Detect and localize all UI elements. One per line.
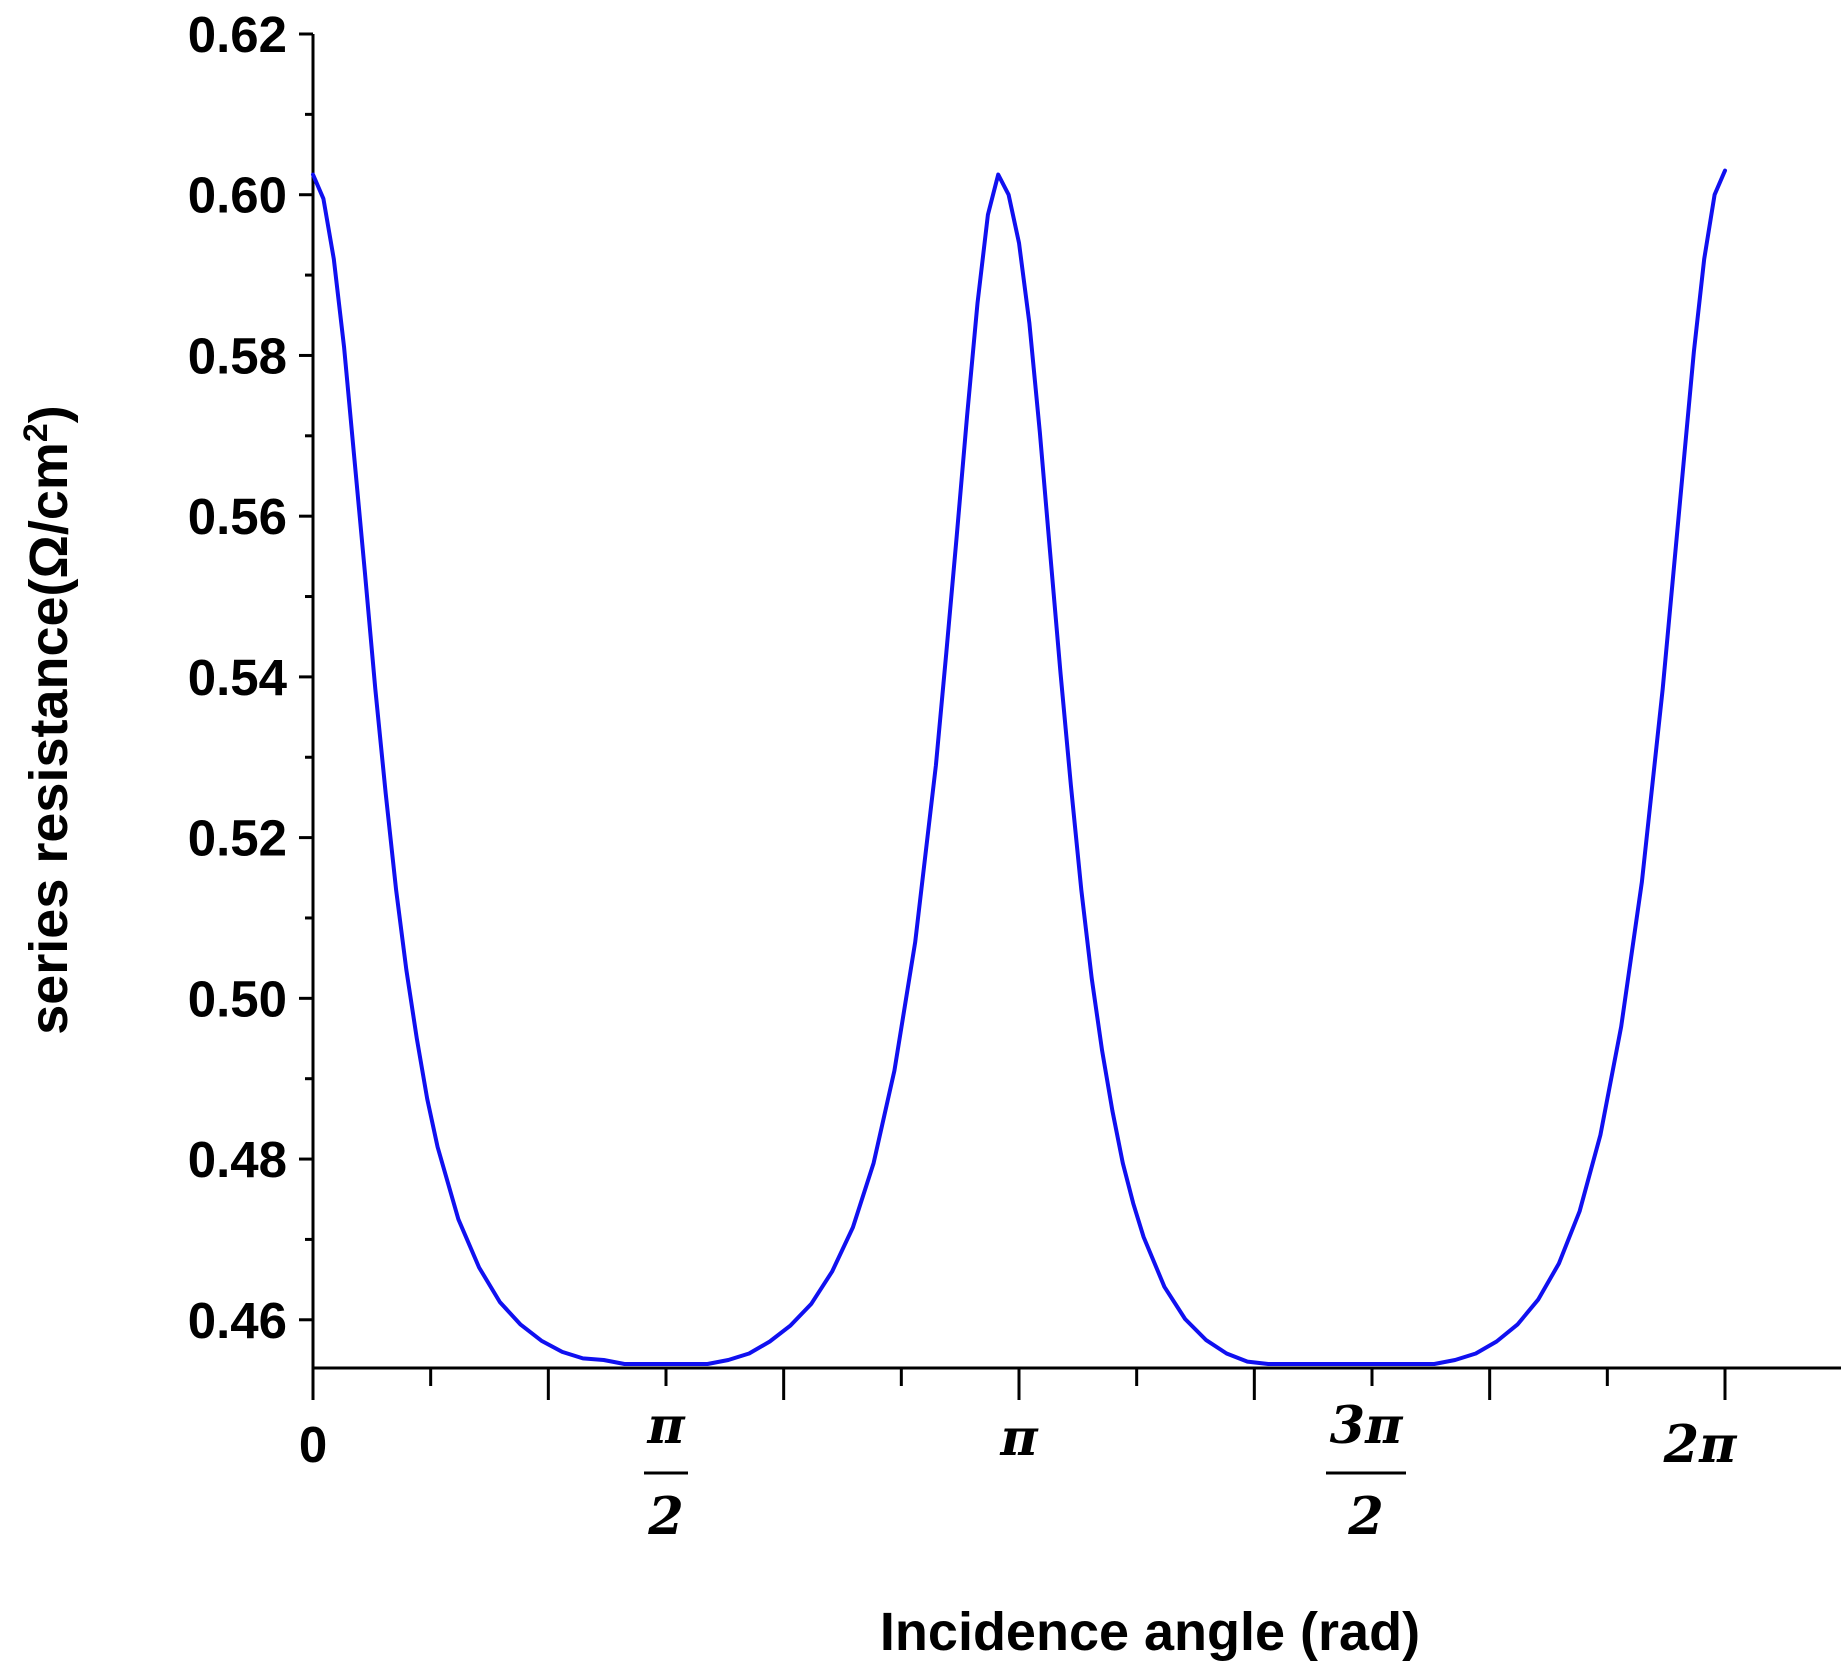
y-axis-title-main: series resistance(Ω/cm [19,442,79,1035]
x-tick-labels: 0 π 2 π 3π 2 2π [299,1396,1738,1547]
y-axis: 0.46 0.48 0.50 0.52 0.54 0.56 0.58 0.60 0.62 [188,6,315,1368]
y-axis-title: series resistance(Ω/cm2) [17,405,79,1035]
x-axis-title: Incidence angle (rad) [880,1602,1420,1662]
x-axis [311,1366,1841,1400]
x-tick-label-half-pi: π 2 [644,1396,688,1547]
x-tick-label-two-pi: 2π [1663,1415,1738,1475]
x-tick-label-three-half-pi-numerator: 3π [1330,1396,1404,1456]
y-ticks: 0.46 0.48 0.50 0.52 0.54 0.56 0.58 0.60 0.62 [188,6,313,1349]
y-axis-title-superscript: 2 [17,423,55,442]
y-tick-label: 0.46 [188,1292,287,1349]
y-tick-label: 0.60 [188,167,287,224]
y-axis-title-close: ) [19,405,79,423]
y-tick-label: 0.58 [188,327,287,384]
x-tick-label-zero: 0 [299,1416,327,1473]
y-tick-label: 0.50 [188,970,287,1027]
y-tick-label: 0.56 [188,488,287,545]
x-tick-label-three-half-pi-denominator: 2 [1347,1487,1384,1547]
y-tick-label: 0.52 [188,810,287,867]
y-tick-label: 0.62 [188,6,287,63]
x-tick-label-half-pi-denominator: 2 [647,1487,684,1547]
y-tick-label: 0.54 [188,649,288,706]
x-ticks [311,1368,1727,1400]
x-tick-label-three-half-pi: 3π 2 [1326,1396,1406,1547]
x-tick-label-pi: π [999,1408,1039,1468]
series-line-resistance [311,168,1727,1366]
y-tick-label: 0.48 [188,1131,287,1188]
x-tick-label-half-pi-numerator: π [646,1396,686,1456]
